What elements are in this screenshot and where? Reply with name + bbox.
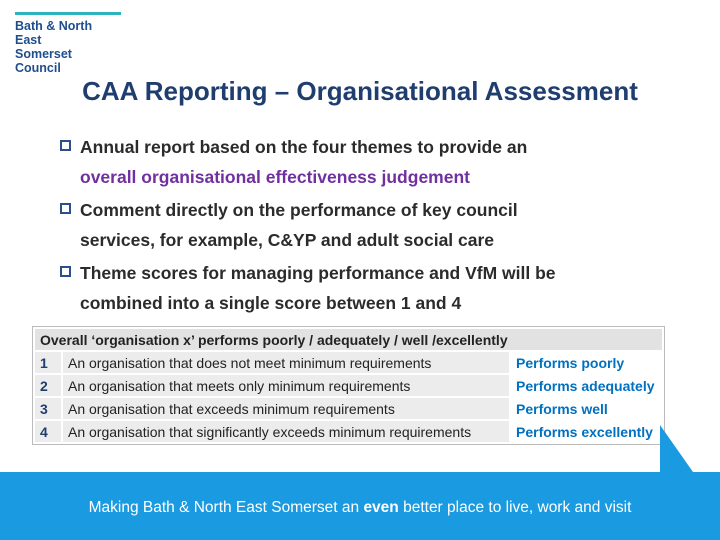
bullet: Annual report based on the four themes t… [60,132,700,192]
table-row: 1 An organisation that does not meet mini… [33,350,664,375]
bullet-line: overall organisational effectiveness jud… [80,167,470,187]
logo: Bath & North East Somerset Council [15,12,121,75]
table-header: Overall ‘organisation x’ performs poorly… [33,327,664,352]
table-cell: 1 [33,350,63,375]
table-cell: Performs adequately [509,373,664,398]
footer-part: better place to live, work and visit [398,499,632,516]
table-row: 3 An organisation that exceeds minimum re… [33,396,664,421]
table-cell: 4 [33,419,63,444]
table-row: 2 An organisation that meets only minimum… [33,373,664,398]
bullet-line: combined into a single score between 1 a… [80,293,462,313]
footer-part: even [363,499,399,516]
bullet-line: Comment directly on the performance of k… [80,200,518,220]
footer-text: Making Bath & North East Somerset an eve… [0,499,720,517]
table-cell: 3 [33,396,63,421]
table-cell: Performs well [509,396,664,421]
footer-part: Making Bath & North East Somerset an [88,499,364,516]
table-cell: An organisation that does not meet minim… [61,350,511,375]
table-cell: An organisation that significantly excee… [61,419,511,444]
logo-line: Somerset Council [15,47,72,75]
footer-band [0,472,720,540]
table-row: 4 An organisation that significantly exce… [33,419,664,444]
table-cell: An organisation that exceeds minimum req… [61,396,511,421]
table-cell: An organisation that meets only minimum … [61,373,511,398]
logo-line: Bath & North East [15,19,93,47]
table: Overall ‘organisation x’ performs poorly… [32,326,665,445]
table-cell: Performs poorly [509,350,664,375]
table-cell: 2 [33,373,63,398]
bullet: Theme scores for managing performance an… [60,258,700,318]
bullet: Comment directly on the performance of k… [60,195,700,255]
table-cell: Performs excellently [509,419,664,444]
bullet-line: services, for example, C&YP and adult so… [80,230,495,250]
footer-corner [660,425,693,472]
bullet-line: Annual report based on the four themes t… [80,137,528,157]
title: CAA Reporting – Organisational Assessmen… [82,76,638,106]
bullet-line: Theme scores for managing performance an… [80,263,556,283]
